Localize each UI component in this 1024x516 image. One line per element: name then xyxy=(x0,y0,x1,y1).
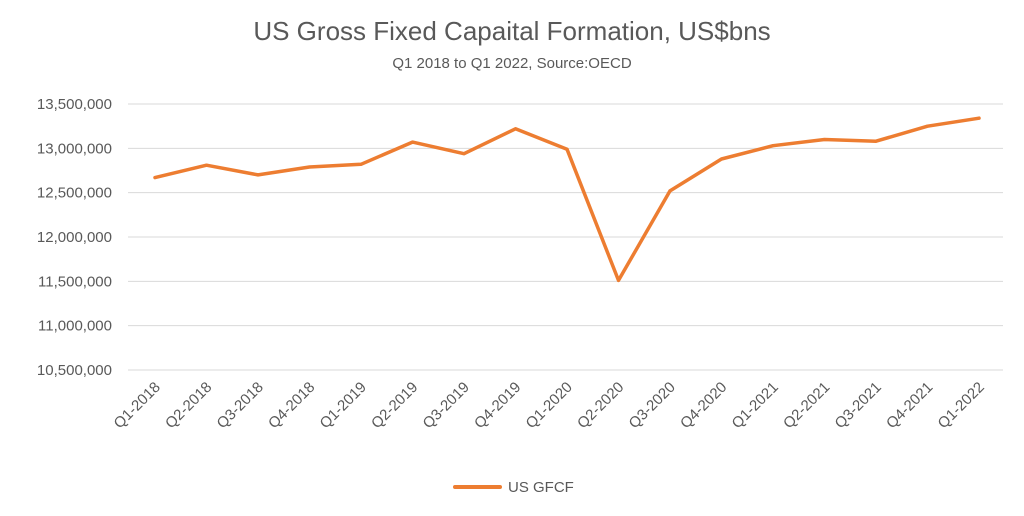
series-layer xyxy=(153,116,981,283)
data-point xyxy=(205,163,208,167)
legend: US GFCF xyxy=(453,479,574,496)
series-line-us-gfcf xyxy=(153,116,981,283)
x-tick-label: Q3-2018 xyxy=(214,379,267,432)
x-tick-label: Q1-2021 xyxy=(729,379,782,432)
data-point xyxy=(874,139,878,143)
y-tick-label: 13,000,000 xyxy=(37,140,112,157)
chart-title: US Gross Fixed Capaital Formation, US$bn… xyxy=(253,16,770,46)
chart-subtitle: Q1 2018 to Q1 2022, Source:OECD xyxy=(392,55,631,72)
data-point xyxy=(668,189,672,193)
y-axis-ticks: 10,500,000 11,000,000 11,500,000 12,000,000… xyxy=(37,96,112,379)
x-axis-ticks: Q1-2018Q2-2018Q3-2018Q4-2018Q1-2019Q2-20… xyxy=(111,379,988,432)
x-tick-label: Q2-2021 xyxy=(780,379,833,432)
data-point xyxy=(926,124,929,128)
x-tick-label: Q4-2018 xyxy=(265,379,318,432)
data-point xyxy=(462,152,466,156)
data-point xyxy=(977,116,981,120)
legend-label-us-gfcf: US GFCF xyxy=(508,479,574,496)
x-tick-label: Q1-2018 xyxy=(111,379,164,432)
x-tick-label: Q2-2019 xyxy=(368,379,421,432)
data-point xyxy=(720,157,723,161)
y-tick-label: 12,500,000 xyxy=(37,185,112,202)
data-point xyxy=(153,176,157,180)
x-tick-label: Q1-2020 xyxy=(523,379,576,432)
x-tick-label: Q4-2021 xyxy=(883,379,936,432)
x-tick-label: Q3-2020 xyxy=(626,379,679,432)
y-tick-label: 11,000,000 xyxy=(38,318,112,335)
data-point xyxy=(565,147,569,151)
data-point xyxy=(308,165,311,169)
y-tick-label: 13,500,000 xyxy=(37,96,112,113)
x-tick-label: Q2-2020 xyxy=(574,379,627,432)
x-tick-label: Q3-2021 xyxy=(832,379,885,432)
data-point xyxy=(514,127,517,131)
x-tick-label: Q3-2019 xyxy=(420,379,473,432)
x-tick-label: Q4-2020 xyxy=(677,379,730,432)
y-tick-label: 11,500,000 xyxy=(38,273,112,290)
data-point xyxy=(359,162,363,166)
x-tick-label: Q2-2018 xyxy=(162,379,215,432)
y-tick-label: 10,500,000 xyxy=(37,362,112,379)
data-point xyxy=(411,140,414,144)
y-tick-label: 12,000,000 xyxy=(37,229,112,246)
x-tick-label: Q1-2022 xyxy=(935,379,988,432)
data-point xyxy=(256,173,260,177)
data-point xyxy=(617,278,620,282)
gridlines xyxy=(128,103,1003,371)
x-tick-label: Q4-2019 xyxy=(471,379,524,432)
data-point xyxy=(823,137,826,141)
x-tick-label: Q1-2019 xyxy=(317,379,370,432)
data-point xyxy=(771,144,775,148)
